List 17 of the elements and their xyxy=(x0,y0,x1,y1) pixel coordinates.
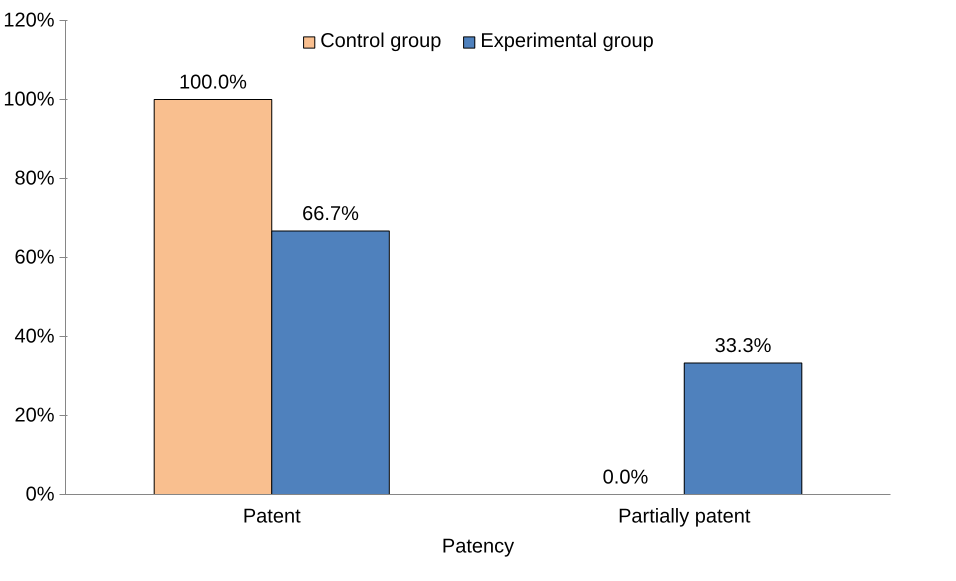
x-axis-title: Patency xyxy=(442,536,514,558)
y-tick-label: 120% xyxy=(3,10,55,32)
data-label: 100.0% xyxy=(179,72,248,94)
y-tick-label: 60% xyxy=(14,246,55,268)
y-tick-label: 20% xyxy=(14,404,55,426)
data-label: 0.0% xyxy=(602,466,648,488)
y-tick-label: 0% xyxy=(26,484,55,506)
x-tick-label: Partially patent xyxy=(618,506,751,528)
legend-label: Control group xyxy=(320,30,442,53)
data-label: 66.7% xyxy=(302,203,360,226)
y-tick-label: 40% xyxy=(14,326,55,348)
legend-label: Experimental group xyxy=(480,30,654,53)
bar xyxy=(684,362,802,494)
data-label: 33.3% xyxy=(714,334,772,357)
y-tick-label: 80% xyxy=(14,168,55,190)
x-tick-label: Patent xyxy=(242,506,302,528)
y-tick-label: 100% xyxy=(3,88,55,110)
